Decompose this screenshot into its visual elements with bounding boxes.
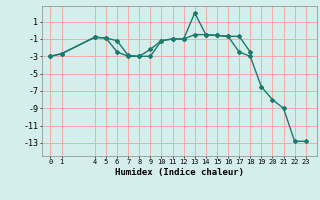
X-axis label: Humidex (Indice chaleur): Humidex (Indice chaleur) (115, 168, 244, 177)
